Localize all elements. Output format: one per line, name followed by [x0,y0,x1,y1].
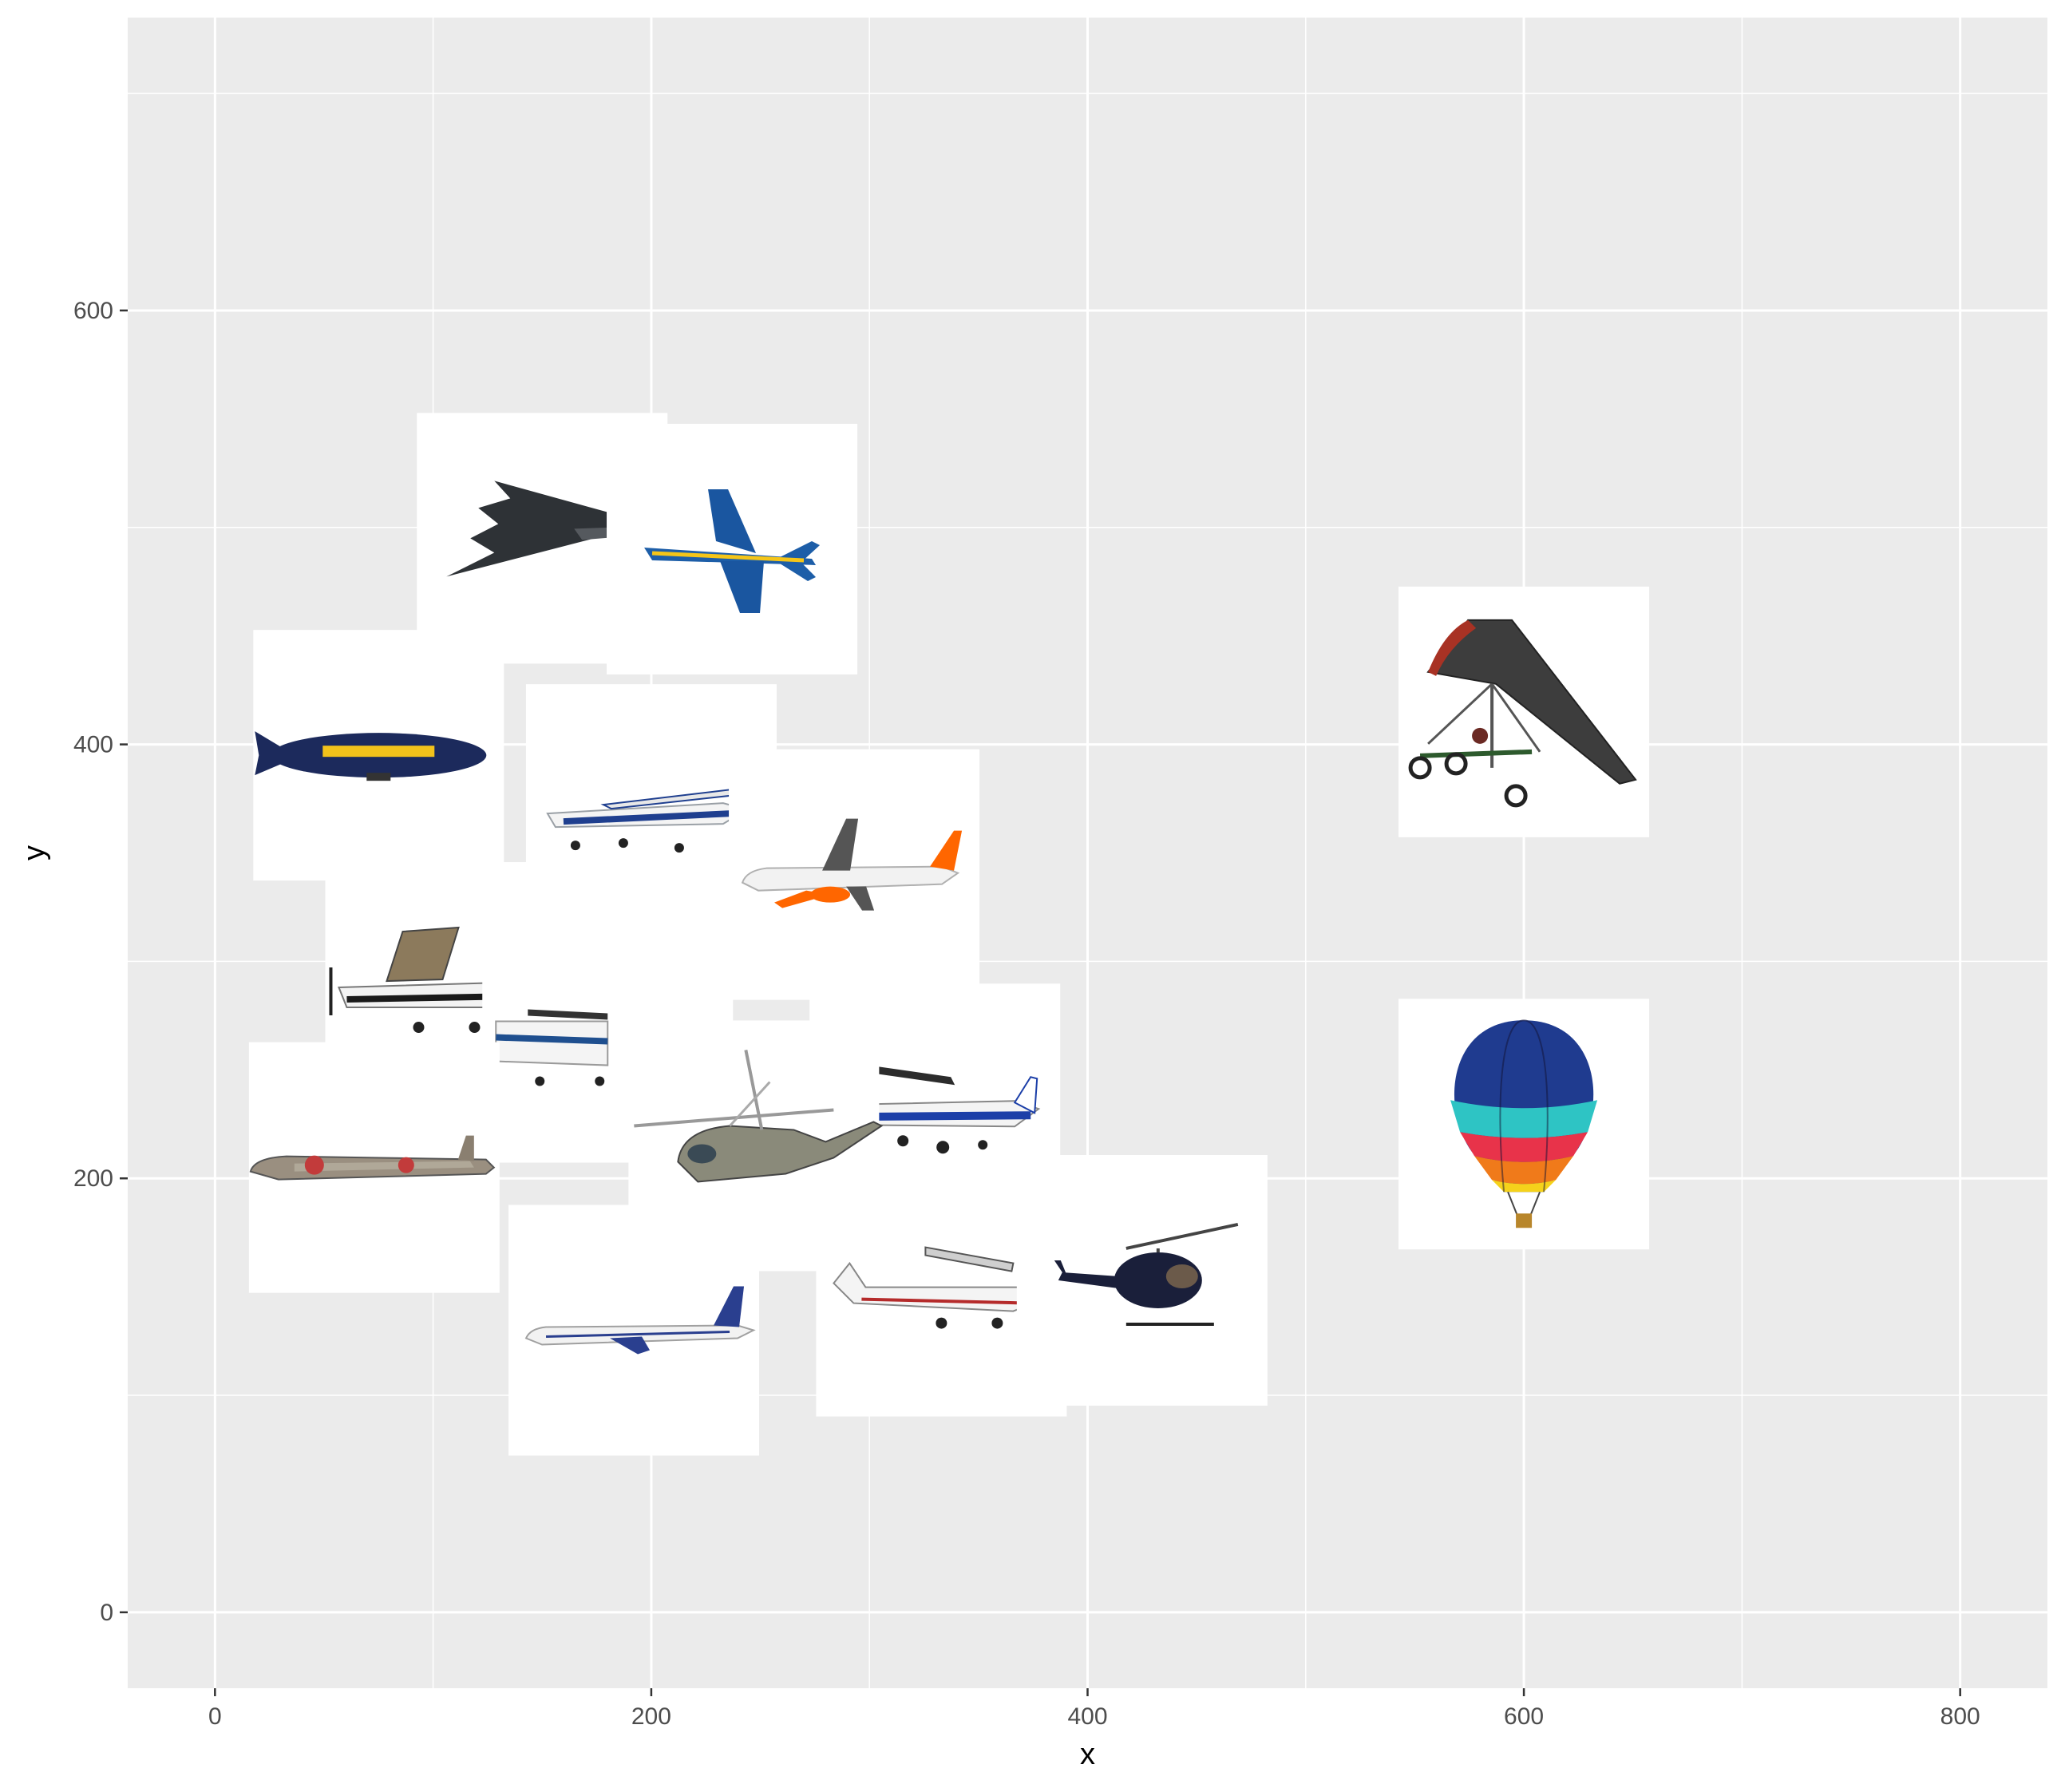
fighter-jet-icon [607,423,858,674]
airliner-orange-icon [729,749,980,1000]
helicopter-small-icon [1016,1154,1268,1406]
blimp-icon [253,630,504,881]
x-tick-label: 600 [1504,1703,1544,1730]
y-axis-title: y [18,845,51,860]
x-tick-label: 0 [208,1703,222,1730]
x-tick-label: 400 [1067,1703,1107,1730]
vintage-jet-icon [248,1042,500,1293]
hang-glider-trike-icon [1398,586,1650,837]
airliner-blue-icon [508,1205,760,1456]
y-tick-label: 200 [73,1165,113,1192]
y-tick-label: 400 [73,732,113,758]
x-axis-title: x [1080,1738,1095,1771]
data-points [248,413,1650,1456]
x-axis: 0 200 400 600 800 [208,1688,1980,1730]
y-tick-label: 0 [100,1600,113,1626]
x-tick-label: 200 [631,1703,671,1730]
y-axis: 0 200 400 600 [73,298,128,1626]
x-tick-label: 800 [1940,1703,1980,1730]
hot-air-balloon-icon [1398,999,1650,1250]
y-tick-label: 600 [73,298,113,324]
